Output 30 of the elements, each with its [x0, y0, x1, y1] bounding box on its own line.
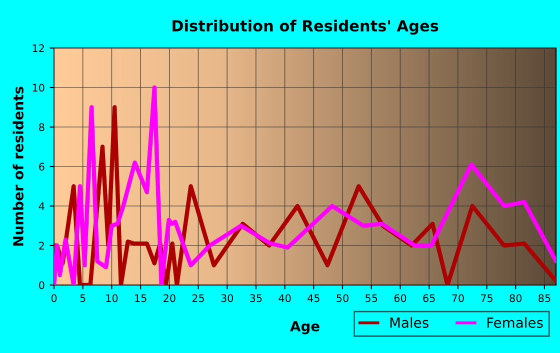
y-tick-label: 12 — [32, 44, 44, 52]
x-tick-label: 75 — [480, 294, 492, 302]
x-tick-label: 80 — [510, 294, 522, 302]
y-tick-label: 4 — [38, 202, 44, 210]
y-tick-label: 10 — [32, 84, 44, 92]
y-tick-label: 8 — [39, 123, 44, 132]
x-tick-label: 25 — [192, 294, 204, 302]
x-tick-label: 0 — [51, 294, 57, 302]
x-tick-label: 20 — [164, 294, 176, 302]
y-tick-label: 6 — [39, 162, 44, 171]
y-axis-title: Number of residents — [12, 86, 24, 246]
x-tick-label: 45 — [308, 294, 320, 302]
x-tick-label: 70 — [452, 294, 464, 302]
x-tick-label: 50 — [336, 294, 348, 302]
x-tick-label: 30 — [221, 294, 234, 302]
x-tick-label: 10 — [106, 294, 118, 302]
chart-title: Distribution of Residents' Ages — [172, 20, 438, 35]
x-tick-label: 85 — [538, 294, 550, 302]
y-tick-label: 2 — [39, 242, 44, 250]
x-tick-label: 60 — [394, 294, 406, 302]
legend-label: Males — [390, 317, 428, 328]
x-tick-label: 35 — [250, 294, 262, 302]
x-tick-label: 40 — [278, 294, 291, 302]
x-tick-label: 55 — [366, 294, 378, 302]
y-tick-label: 0 — [39, 281, 44, 290]
x-axis-title: Age — [290, 321, 320, 334]
x-tick-label: 5 — [80, 294, 86, 302]
legend-label: Females — [487, 317, 543, 328]
x-tick-label: 15 — [135, 294, 146, 302]
x-tick-label: 65 — [423, 294, 435, 302]
